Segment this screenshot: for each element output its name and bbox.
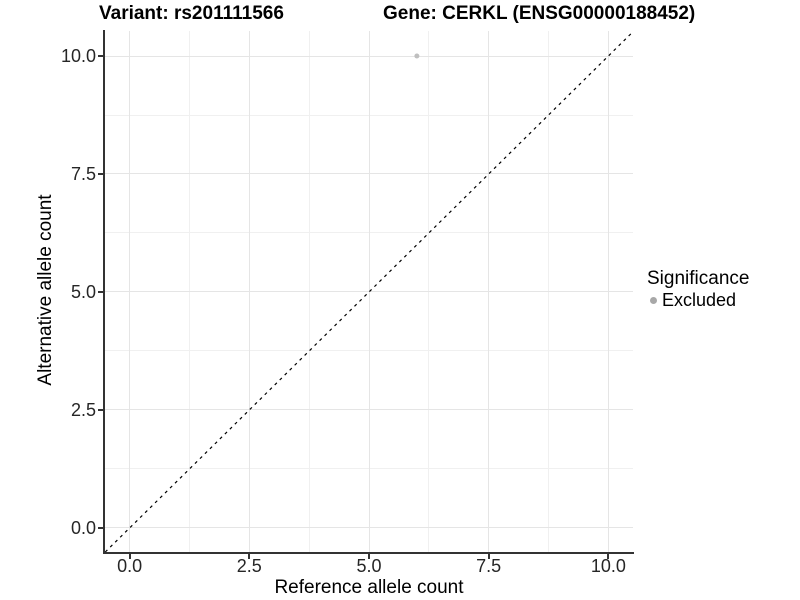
- major-gridline-horizontal: [105, 173, 633, 175]
- x-tick-label: 7.5: [476, 556, 502, 576]
- major-gridline-horizontal: [105, 291, 633, 293]
- x-axis-tick: [248, 554, 251, 559]
- y-axis-tick: [98, 526, 103, 529]
- plot-panel: [104, 31, 634, 553]
- y-axis-tick: [98, 55, 103, 57]
- identity-dashed-line: [104, 31, 634, 553]
- y-tick-label: 2.5: [70, 399, 96, 420]
- legend-title: Significance: [647, 268, 750, 289]
- major-gridline-horizontal: [105, 55, 633, 57]
- x-tick-label: 5.0: [356, 556, 382, 576]
- x-axis-title: Reference allele count: [274, 577, 464, 598]
- x-axis-tick: [368, 554, 370, 559]
- x-axis-line: [103, 552, 634, 554]
- x-tick-label: 2.5: [236, 556, 262, 576]
- y-axis-tick: [98, 172, 103, 175]
- x-axis-tick: [128, 554, 131, 559]
- legend-entry-excluded: Excluded: [647, 290, 749, 310]
- y-axis-tick: [98, 408, 103, 411]
- x-axis-tick: [487, 554, 490, 559]
- gene-title: Gene: CERKL (ENSG00000188452): [383, 3, 696, 24]
- excluded-point-icon: [650, 296, 657, 304]
- y-axis-line: [103, 30, 105, 554]
- major-gridline-horizontal: [105, 527, 633, 529]
- x-tick-label: 0.0: [117, 556, 143, 576]
- legend: Significance Excluded: [647, 268, 749, 310]
- legend-entry-label: Excluded: [662, 289, 737, 310]
- major-gridline-horizontal: [105, 409, 633, 411]
- data-point: [414, 53, 420, 59]
- x-axis-tick: [607, 554, 610, 559]
- y-tick-label: 7.5: [70, 163, 96, 184]
- panel-canvas: [104, 31, 634, 553]
- y-tick-label: 10.0: [60, 46, 96, 66]
- x-tick-label: 10.0: [590, 556, 626, 576]
- y-axis-tick: [98, 290, 103, 293]
- y-tick-label: 0.0: [70, 517, 96, 538]
- variant-title: Variant: rs201111566: [99, 3, 284, 24]
- y-tick-label: 5.0: [70, 281, 96, 302]
